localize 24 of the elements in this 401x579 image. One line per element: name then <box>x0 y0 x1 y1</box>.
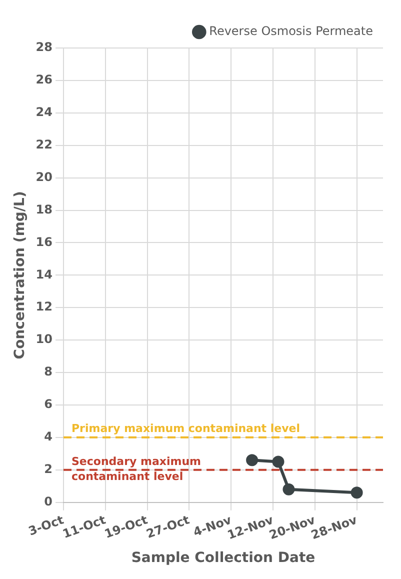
y-tick-label: 2 <box>44 462 52 476</box>
point <box>246 454 258 466</box>
y-tick-label: 4 <box>44 430 52 444</box>
y-tick-label: 22 <box>36 137 52 152</box>
legend-label: Reverse Osmosis Permeate <box>209 24 373 38</box>
y-tick-label: 0 <box>44 494 52 508</box>
point <box>272 456 284 468</box>
point <box>282 483 295 496</box>
y-tick-label: 8 <box>44 364 52 379</box>
x-axis-title: Sample Collection Date <box>131 550 316 566</box>
y-axis-title: Concentration (mg/L) <box>12 191 28 360</box>
y-tick-label: 26 <box>36 72 52 87</box>
y-tick-label: 16 <box>36 234 52 249</box>
ref-line-label: Primary maximum contaminant level <box>72 422 300 435</box>
ref-line-label: Secondary maximum contaminant level <box>72 455 202 484</box>
y-tick-label: 14 <box>36 267 52 282</box>
y-tick-label: 24 <box>36 105 52 120</box>
y-tick-label: 12 <box>36 300 52 314</box>
y-tick-label: 6 <box>44 397 52 412</box>
y-tick-label: 18 <box>36 202 52 216</box>
y-tick-label: 10 <box>36 332 52 346</box>
y-tick-label: 28 <box>36 40 52 54</box>
y-tick-label: 20 <box>36 170 52 184</box>
point <box>350 486 363 499</box>
